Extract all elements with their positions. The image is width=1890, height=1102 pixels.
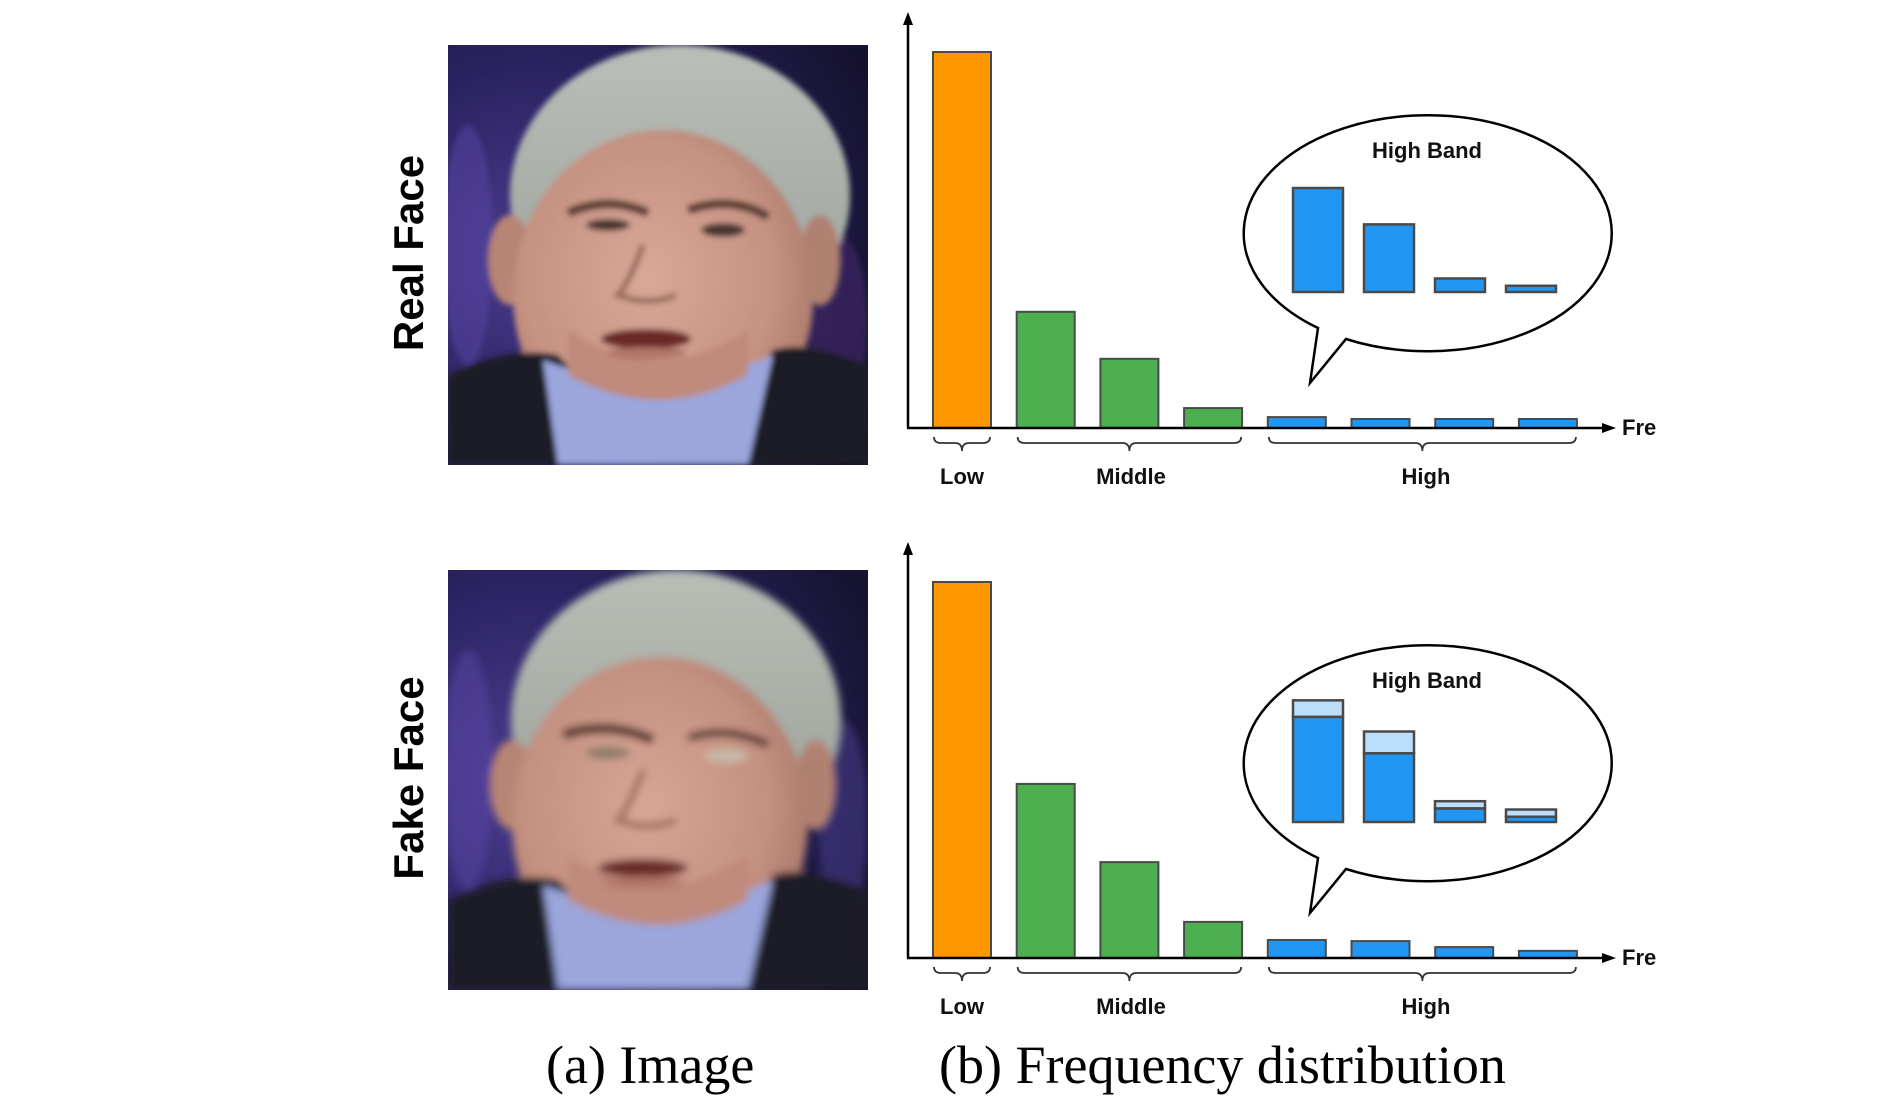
face-illustration xyxy=(448,45,868,465)
bar-high-3 xyxy=(1434,946,1495,960)
bar-middle-1 xyxy=(1015,782,1076,959)
band-braces xyxy=(933,966,1577,982)
frequency-chart-real: Fre Low Middle High High Band xyxy=(903,12,1656,489)
x-axis-label: Fre xyxy=(1622,945,1656,970)
inset-bar-2 xyxy=(1362,752,1416,824)
row-label-real-face: Real Face xyxy=(385,154,432,352)
row-label-fake-face: Fake Face xyxy=(385,676,432,880)
band-label-low: Low xyxy=(940,464,985,489)
inset-bar-2 xyxy=(1362,223,1416,294)
inset-bar-group xyxy=(1291,186,1558,294)
band-label-high: High xyxy=(1402,464,1451,489)
caption-a: (a) Image xyxy=(546,1035,755,1095)
frequency-chart-fake: Fre Low Middle High High Band xyxy=(903,542,1656,1019)
bar-high-2 xyxy=(1350,417,1411,430)
band-braces xyxy=(933,436,1577,452)
brace-low xyxy=(933,436,991,452)
bar-high-4 xyxy=(1517,417,1578,430)
bar-high-1 xyxy=(1266,416,1327,430)
brace-high xyxy=(1267,436,1577,452)
bubble-title: High Band xyxy=(1372,138,1482,163)
bar-middle-2 xyxy=(1099,357,1160,430)
band-label-middle: Middle xyxy=(1096,464,1166,489)
band-label-middle: Middle xyxy=(1096,994,1166,1019)
inset-bar-4 xyxy=(1504,815,1558,824)
brace-middle xyxy=(1016,436,1242,452)
x-axis-label: Fre xyxy=(1622,415,1656,440)
inset-bar-1 xyxy=(1291,715,1345,824)
bar-high-3 xyxy=(1434,417,1495,430)
y-axis-arrow-icon xyxy=(903,542,913,555)
bar-middle-2 xyxy=(1099,861,1160,959)
bar-group xyxy=(932,581,1578,960)
inset-bar-1 xyxy=(1291,186,1345,294)
band-label-high: High xyxy=(1402,994,1451,1019)
y-axis-arrow-icon xyxy=(903,12,913,25)
inset-bar-4 xyxy=(1504,284,1558,294)
band-label-low: Low xyxy=(940,994,985,1019)
bubble-title: High Band xyxy=(1372,668,1482,693)
inset-bar-3 xyxy=(1433,807,1487,824)
x-axis-arrow-icon xyxy=(1602,953,1616,963)
inset-bar-extra-2 xyxy=(1362,730,1416,755)
bar-high-1 xyxy=(1266,938,1327,959)
bar-high-2 xyxy=(1350,940,1411,959)
bar-low xyxy=(932,581,992,959)
fake-face-image xyxy=(448,570,868,990)
high-band-bubble xyxy=(1242,114,1613,388)
bar-middle-3 xyxy=(1183,407,1244,429)
real-face-image xyxy=(448,45,868,465)
brace-high xyxy=(1267,966,1577,982)
bar-low xyxy=(932,51,992,429)
bar-middle-3 xyxy=(1183,920,1244,959)
face-illustration xyxy=(448,570,868,990)
caption-b: (b) Frequency distribution xyxy=(939,1035,1506,1095)
x-axis-arrow-icon xyxy=(1602,423,1616,433)
inset-bar-group xyxy=(1291,699,1558,824)
inset-bar-extra-1 xyxy=(1291,699,1345,719)
brace-middle xyxy=(1016,966,1242,982)
brace-low xyxy=(933,966,991,982)
inset-bar-3 xyxy=(1433,277,1487,294)
bar-middle-1 xyxy=(1015,310,1076,430)
axes xyxy=(903,12,1616,433)
axes xyxy=(903,542,1616,963)
